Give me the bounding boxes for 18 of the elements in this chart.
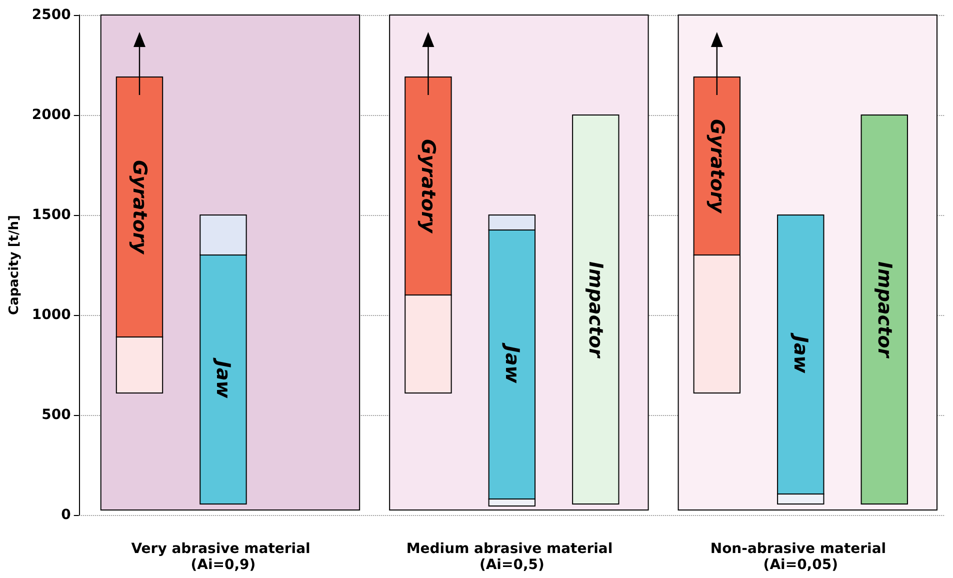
x-tick-label: Very abrasive material (Ai=0,9) bbox=[131, 541, 316, 573]
y-axis-title: Capacity [t/h] bbox=[7, 215, 22, 315]
series-label: Jaw bbox=[212, 356, 234, 399]
bar bbox=[572, 114, 620, 504]
text: Gyratory bbox=[128, 160, 150, 254]
y-tick-label: 0 bbox=[61, 507, 72, 523]
text: Impactor bbox=[873, 261, 896, 358]
x-tick-label: Medium abrasive material (Ai=0,5) bbox=[406, 541, 618, 573]
y-tick-label: 2500 bbox=[32, 7, 72, 23]
x-tick-label: Non-abrasive material (Ai=0,05) bbox=[710, 541, 891, 573]
y-tick-label: 500 bbox=[42, 407, 72, 423]
y-tick-label: 2000 bbox=[32, 107, 72, 123]
y-tick-label: 1000 bbox=[32, 307, 72, 323]
y-tick-label: 1500 bbox=[32, 207, 72, 223]
series-label: Gyratory bbox=[417, 138, 440, 235]
text: Gyratory bbox=[706, 118, 728, 214]
bar bbox=[860, 114, 908, 504]
series-label: Impactor bbox=[584, 261, 607, 360]
